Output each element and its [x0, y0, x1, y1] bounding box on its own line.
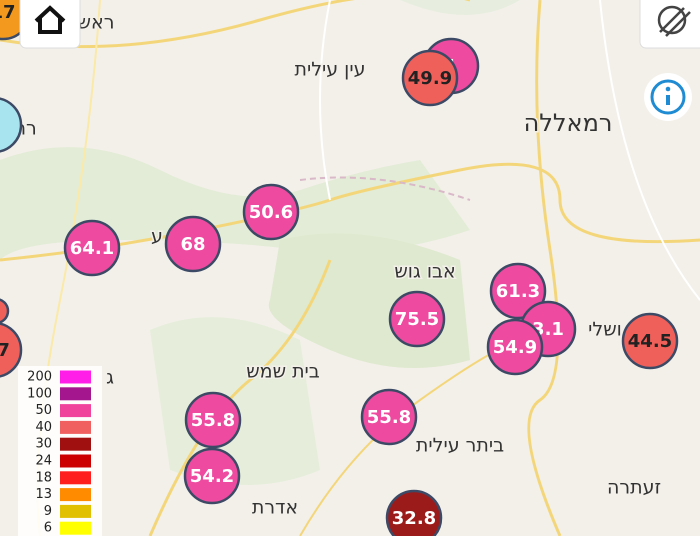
- legend-swatch: [60, 404, 91, 417]
- marker: 54.2: [185, 449, 239, 503]
- legend-swatch: [60, 421, 91, 434]
- marker: 50.6: [244, 185, 298, 239]
- marker-label: 4.7: [0, 340, 10, 361]
- place-label: אבו גוש: [394, 261, 455, 283]
- marker: 55.8: [186, 393, 240, 447]
- marker-label: 49.9: [408, 68, 452, 89]
- place-label: ושלי: [588, 319, 622, 341]
- marker-label: 61.3: [496, 281, 540, 302]
- legend-label: 40: [35, 420, 52, 435]
- marker-label: 32.8: [392, 508, 436, 529]
- marker-label: 54.9: [493, 337, 537, 358]
- place-label: זעתרה: [607, 477, 661, 499]
- legend-swatch: [60, 471, 91, 484]
- place-label: רמאללה: [524, 109, 613, 137]
- legend-swatch: [60, 455, 91, 468]
- legend-label: 6: [44, 521, 52, 536]
- legend-label: 200: [27, 370, 52, 385]
- place-label: ע: [151, 226, 163, 248]
- marker-label: 17: [0, 2, 16, 23]
- marker: 32.8: [387, 491, 441, 536]
- place-label: ביתר עילית: [416, 435, 504, 457]
- legend-label: 50: [35, 403, 52, 418]
- marker: 49.9: [403, 51, 457, 105]
- marker-label: 68: [180, 234, 205, 255]
- marker: 44.5: [623, 314, 677, 368]
- layers-button[interactable]: [640, 0, 700, 48]
- legend-label: 18: [35, 470, 52, 485]
- home-button[interactable]: [20, 0, 80, 48]
- legend-label: 30: [35, 437, 52, 452]
- place-label: אדרת: [252, 497, 298, 519]
- legend-label: 9: [44, 504, 52, 519]
- marker-label: 64.1: [70, 238, 114, 259]
- marker-label: 54.2: [190, 466, 234, 487]
- legend-swatch: [60, 488, 91, 501]
- legend-label: 100: [27, 386, 52, 401]
- legend-swatch: [60, 371, 91, 384]
- legend-swatch: [60, 505, 91, 518]
- marker: 54.9: [488, 320, 542, 374]
- marker: 75.5: [390, 292, 444, 346]
- marker-label: 55.8: [191, 410, 235, 431]
- info-button[interactable]: [644, 73, 692, 121]
- place-label: ג: [106, 367, 114, 389]
- marker: 64.1: [65, 221, 119, 275]
- place-label: בית שמש: [246, 361, 320, 383]
- place-label: עין עילית: [294, 59, 365, 81]
- legend-swatch: [60, 387, 91, 400]
- marker-label: 75.5: [395, 309, 439, 330]
- marker: 55.8: [362, 390, 416, 444]
- legend-swatch: [60, 438, 91, 451]
- marker-label: 44.5: [628, 331, 672, 352]
- marker-label: 55.8: [367, 407, 411, 428]
- legend-label: 13: [35, 487, 52, 502]
- legend-swatch: [60, 522, 91, 535]
- marker: 68: [166, 217, 220, 271]
- place-label: ראש: [78, 12, 115, 34]
- marker-label: 50.6: [249, 202, 293, 223]
- legend-label: 24: [35, 454, 52, 469]
